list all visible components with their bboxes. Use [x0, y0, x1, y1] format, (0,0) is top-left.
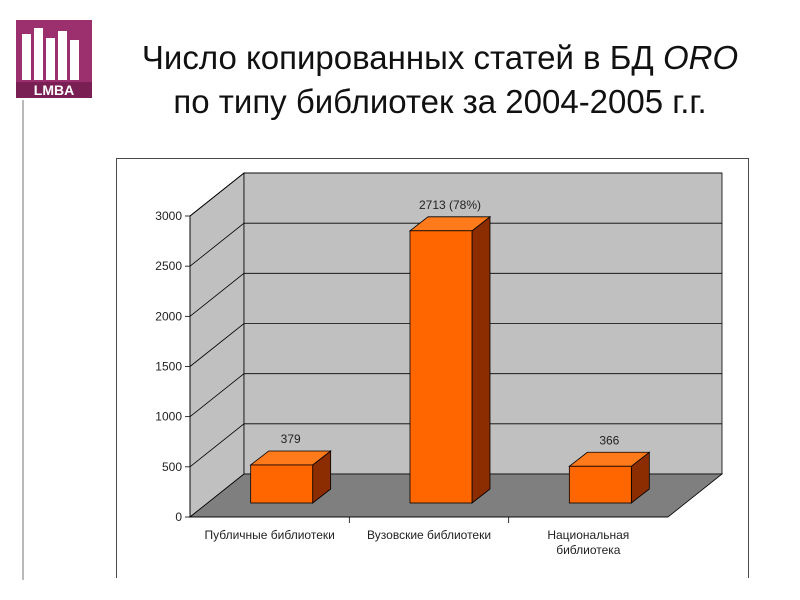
bar [568, 465, 632, 504]
bar [409, 230, 473, 504]
y-tick-label: 2000 [155, 309, 182, 323]
data-label: 2713 (78%) [419, 198, 481, 212]
y-tick-label: 1500 [155, 360, 182, 374]
gridline [189, 172, 722, 217]
x-tick-label: Публичные библиотеки [205, 528, 335, 542]
lmba-logo: LMBA [16, 20, 92, 98]
chart-bars [249, 215, 651, 504]
gridline [189, 272, 722, 317]
chart-frame [116, 158, 749, 578]
chart-gridlines [185, 172, 722, 523]
gridline [189, 323, 722, 367]
x-tick-label: Вузовские библиотеки [367, 528, 491, 542]
title-line2-text: по типу библиотек за 2004-2005 г.г. [173, 83, 707, 120]
chart-labels: 0 500 1000 1500 2000 2500 3000 379 Публичные биб… [155, 198, 629, 557]
slide-title: Число копированных статей в БД ORO по ти… [100, 36, 780, 124]
x-tick-label: библиотека [556, 543, 621, 557]
title-line1-italic: ORO [662, 39, 739, 76]
gridline [189, 222, 722, 267]
y-tick-label: 1000 [155, 410, 182, 424]
bar [250, 464, 314, 504]
bar-side [471, 215, 491, 504]
y-tick-label: 2500 [155, 259, 182, 273]
data-label: 366 [599, 433, 619, 447]
gridline [189, 423, 722, 468]
title-line1-text: Число копированных статей в БД [141, 39, 663, 76]
gridline [189, 373, 722, 417]
logo-text: LMBA [34, 82, 74, 98]
y-tick-label: 3000 [155, 209, 182, 223]
left-divider-line [22, 100, 24, 580]
y-tick-label: 500 [162, 460, 182, 474]
x-tick-label: Национальная [547, 528, 629, 542]
y-tick-label: 0 [175, 510, 182, 524]
data-label: 379 [281, 432, 301, 446]
